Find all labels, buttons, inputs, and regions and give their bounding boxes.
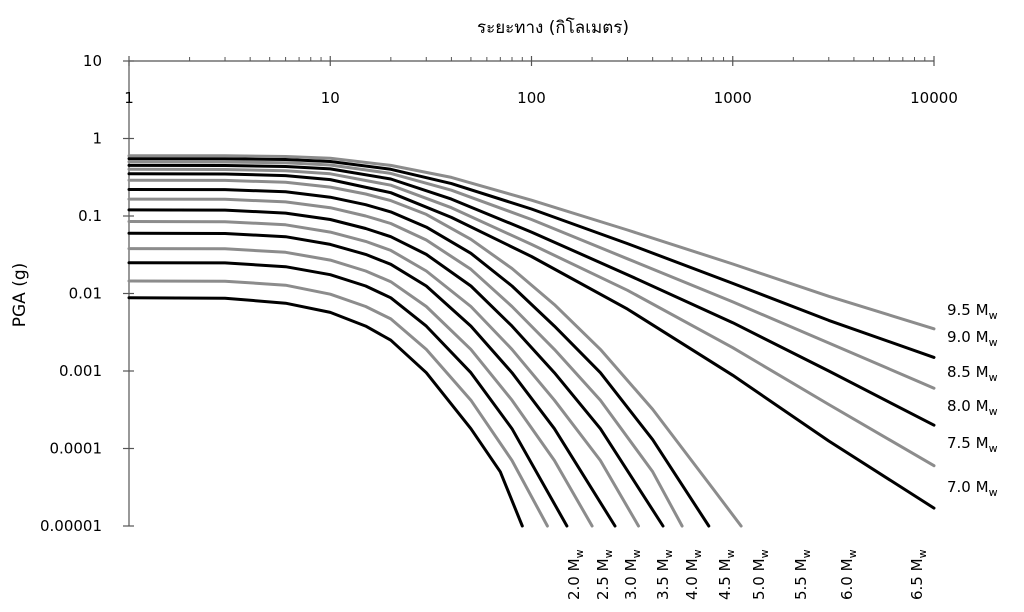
series-label: 9.0 Mw (947, 328, 998, 349)
axes: 1 10 100 1000 10000 10 1 0.1 0.01 0.001 0.0001 0.00… (40, 52, 958, 535)
x-tick-label: 1 (124, 89, 134, 107)
y-tick-label: 0.00001 (40, 517, 102, 535)
series-label: 2.0 Mw (565, 549, 586, 600)
x-axis-title: ระยะทาง (กิโลเมตร) (477, 17, 629, 38)
series-line-9-5 (127, 154, 936, 331)
x-tick-label: 1000 (714, 89, 752, 107)
series-line-5-0 (127, 208, 665, 528)
series-line-5-5 (127, 197, 684, 528)
series-line-3-5 (127, 247, 594, 528)
series-line-4-5 (127, 220, 640, 528)
y-tick-label: 10 (83, 52, 102, 70)
y-tick-label: 0.001 (59, 362, 102, 380)
y-axis-title: PGA (g) (10, 263, 30, 328)
series-line-7-0 (127, 172, 936, 510)
series-label: 7.0 Mw (947, 478, 998, 499)
series-label: 8.0 Mw (947, 397, 998, 418)
series-label: 6.5 Mw (908, 549, 929, 600)
series-label: 2.5 Mw (594, 549, 615, 600)
x-tick-label: 100 (517, 89, 546, 107)
series-line-6-5 (127, 178, 743, 528)
series-line-3-0 (127, 261, 569, 528)
series-label: 6.0 Mw (838, 549, 859, 600)
series-line-9-0 (127, 157, 936, 359)
series-line-8-0 (127, 163, 936, 427)
series-label: 9.5 Mw (947, 301, 998, 322)
series-labels: 2.0 Mw 2.5 Mw 3.0 Mw 3.5 Mw 4.0 Mw 4.5 Mw 5.0 … (565, 301, 998, 600)
series-label: 3.5 Mw (654, 549, 675, 600)
x-tick-label: 10000 (910, 89, 958, 107)
series-label: 4.5 Mw (716, 549, 737, 600)
series-line-4-0 (127, 231, 617, 528)
series-label: 7.5 Mw (947, 434, 998, 455)
y-tick-label: 1 (92, 130, 102, 148)
x-tick-label: 10 (321, 89, 340, 107)
series-label: 3.0 Mw (622, 549, 643, 600)
series-lines (127, 154, 936, 528)
series-line-7-5 (127, 167, 936, 468)
y-tick-label: 0.01 (69, 285, 102, 303)
y-tick-label: 0.0001 (50, 440, 103, 458)
series-line-6-0 (127, 188, 711, 528)
series-line-2-5 (127, 279, 549, 528)
series-label: 8.5 Mw (947, 363, 998, 384)
series-label: 5.0 Mw (750, 549, 771, 600)
series-line-8-5 (127, 160, 936, 390)
series-line-2-0 (127, 296, 524, 528)
series-label: 4.0 Mw (683, 549, 704, 600)
series-label: 5.5 Mw (792, 549, 813, 600)
y-tick-label: 0.1 (78, 207, 102, 225)
